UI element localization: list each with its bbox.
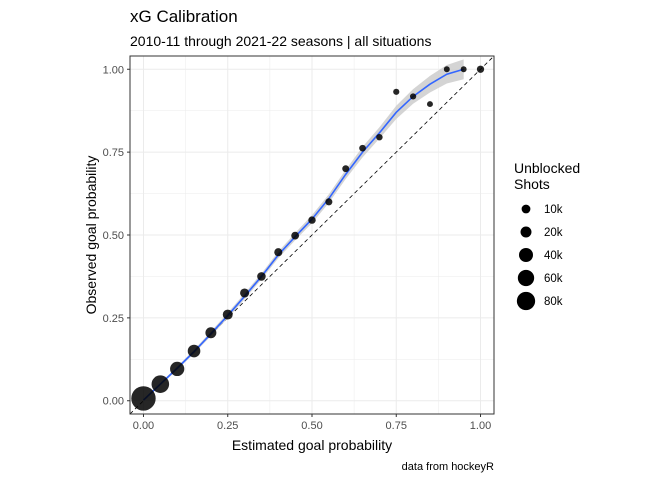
y-axis-ticks: 0.00 0.25 0.50 0.75 1.00	[103, 64, 130, 408]
legend-label-40k: 40k	[544, 250, 563, 262]
y-tick-label: 0.00	[103, 396, 124, 408]
calibration-point-13	[359, 144, 366, 152]
calibration-point-20	[476, 65, 485, 73]
legend-label-10k: 10k	[544, 204, 563, 216]
calibration-point-8	[274, 248, 283, 257]
legend-key-80k	[516, 291, 536, 311]
calibration-point-16	[410, 93, 417, 100]
calibration-point-19	[460, 66, 467, 73]
y-axis-title: Observed goal probability	[83, 156, 99, 315]
legend-key-60k	[517, 269, 535, 287]
x-tick-label: 0.00	[133, 420, 154, 432]
calibration-point-6	[240, 288, 250, 298]
calibration-point-18	[443, 66, 450, 73]
legend-label-20k: 20k	[544, 227, 563, 239]
calibration-point-7	[257, 272, 266, 281]
calibration-point-5	[222, 309, 233, 320]
x-tick-label: 0.25	[217, 420, 238, 432]
y-tick-label: 0.25	[103, 313, 124, 325]
calibration-point-15	[393, 88, 400, 95]
calibration-point-0	[131, 386, 156, 411]
x-axis-ticks: 0.00 0.25 0.50 0.75 1.00	[133, 414, 491, 432]
calibration-point-4	[205, 327, 217, 339]
legend-key-10k	[521, 204, 531, 214]
legend-title-line-2: Shots	[514, 176, 550, 192]
y-tick-label: 0.50	[103, 230, 124, 242]
chart-title: xG Calibration	[130, 7, 238, 26]
calibration-point-9	[291, 231, 300, 240]
calibration-point-3	[187, 344, 201, 358]
legend-key-40k	[519, 248, 533, 262]
smooth-confidence-band	[143, 59, 464, 402]
chart-caption: data from hockeyR	[402, 461, 494, 473]
calibration-points	[131, 65, 485, 411]
calibration-point-10	[308, 216, 316, 224]
legend-title-line-1: Unblocked	[514, 160, 580, 176]
y-tick-label: 0.75	[103, 147, 124, 159]
y-tick-label: 1.00	[103, 64, 124, 76]
calibration-point-2	[170, 361, 185, 377]
calibration-point-12	[342, 165, 350, 173]
legend: Unblocked Shots 10k 20k 40k 60k 80k	[514, 160, 580, 311]
legend-label-80k: 80k	[544, 296, 563, 308]
calibration-point-17	[427, 101, 433, 108]
calibration-point-11	[325, 198, 333, 206]
calibration-point-1	[151, 375, 170, 393]
legend-label-60k: 60k	[544, 273, 563, 285]
chart-subtitle: 2010-11 through 2021-22 seasons | all si…	[130, 33, 431, 49]
x-axis-title: Estimated goal probability	[232, 437, 392, 453]
x-tick-label: 0.75	[386, 420, 407, 432]
calibration-point-14	[376, 133, 383, 141]
legend-keys: 10k 20k 40k 60k 80k	[516, 204, 563, 311]
x-tick-label: 1.00	[470, 420, 491, 432]
x-tick-label: 0.50	[301, 420, 322, 432]
legend-key-20k	[520, 226, 532, 238]
